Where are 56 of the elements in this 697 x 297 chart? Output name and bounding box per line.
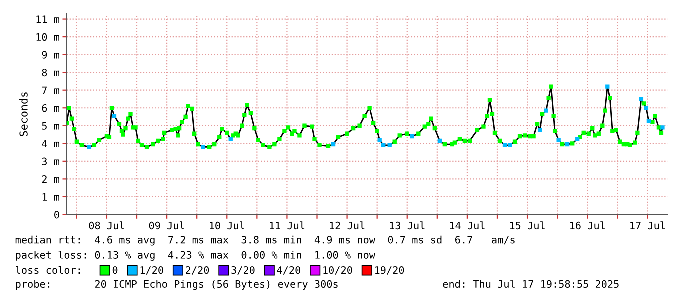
point xyxy=(566,142,570,147)
y-tick-label: 6 m xyxy=(42,104,60,112)
point xyxy=(538,128,542,132)
y-tick-label: 8 m xyxy=(42,68,60,77)
legend-title: loss color: xyxy=(16,266,80,274)
y-tick-label: 0 xyxy=(54,211,60,219)
legend-label: 4/20 xyxy=(277,266,300,275)
point xyxy=(410,134,414,139)
text: median rtt: 4.6 ms avg 7.2 ms max 3.8 ms min 4.9 ms now 0.7 ms sd 6.7 am/s xyxy=(16,236,515,246)
point xyxy=(576,137,580,142)
y-tick-label: 4 m xyxy=(42,140,60,148)
x-tick-label: 13 Jul xyxy=(390,222,425,230)
x-tick-label: 08 Jul xyxy=(89,222,124,230)
legend-label: 10/20 xyxy=(324,266,352,275)
point xyxy=(508,143,512,148)
point xyxy=(378,138,382,142)
point xyxy=(331,142,336,147)
y-tick-label: 11 m xyxy=(36,16,60,24)
point xyxy=(544,108,548,113)
point xyxy=(201,145,206,150)
x-tick-label: 09 Jul xyxy=(149,222,184,230)
point xyxy=(644,106,649,110)
point xyxy=(438,138,442,144)
x-tick-label: 16 Jul xyxy=(570,222,605,230)
y-tick-label: 5 m xyxy=(42,122,60,130)
point xyxy=(639,97,644,102)
y-tick-label: 3 m xyxy=(42,158,60,166)
point xyxy=(87,145,92,150)
legend-label: 2/20 xyxy=(186,266,210,275)
point xyxy=(388,143,392,148)
x-tick-label: 14 Jul xyxy=(450,222,485,230)
x-tick-label: 12 Jul xyxy=(330,222,365,230)
y-tick-label: 1 m xyxy=(42,193,60,201)
point xyxy=(646,119,652,124)
x-tick-label: 15 Jul xyxy=(510,222,545,230)
point xyxy=(382,143,386,148)
text: packet loss: 0.13 % avg 4.23 % max 0.00 % min 1.00 % now xyxy=(16,251,376,261)
legend-label: 1/20 xyxy=(140,266,164,275)
text: probe: 20 ICMP Echo Pings (56 Bytes) every 300s end: Thu Jul 17 19:58:55 2025 xyxy=(16,280,619,290)
y-axis-title: Seconds xyxy=(20,92,28,136)
x-tick-label: 11 Jul xyxy=(270,222,305,230)
point xyxy=(112,114,117,118)
x-tick-label: 10 Jul xyxy=(210,222,244,230)
legend-label: 3/20 xyxy=(232,266,255,275)
point xyxy=(228,137,233,142)
legend-label: 0 xyxy=(112,266,118,274)
y-tick-label: 7 m xyxy=(42,86,60,94)
y-tick-label: 10 m xyxy=(36,33,60,42)
y-tick-label: 9 m xyxy=(42,51,60,59)
point xyxy=(660,126,665,130)
point xyxy=(606,84,610,89)
point xyxy=(556,138,561,142)
x-tick-label: 17 Jul xyxy=(630,222,666,230)
point xyxy=(502,143,508,148)
legend-label: 19/20 xyxy=(375,266,404,275)
y-tick-label: 2 m xyxy=(42,176,60,184)
